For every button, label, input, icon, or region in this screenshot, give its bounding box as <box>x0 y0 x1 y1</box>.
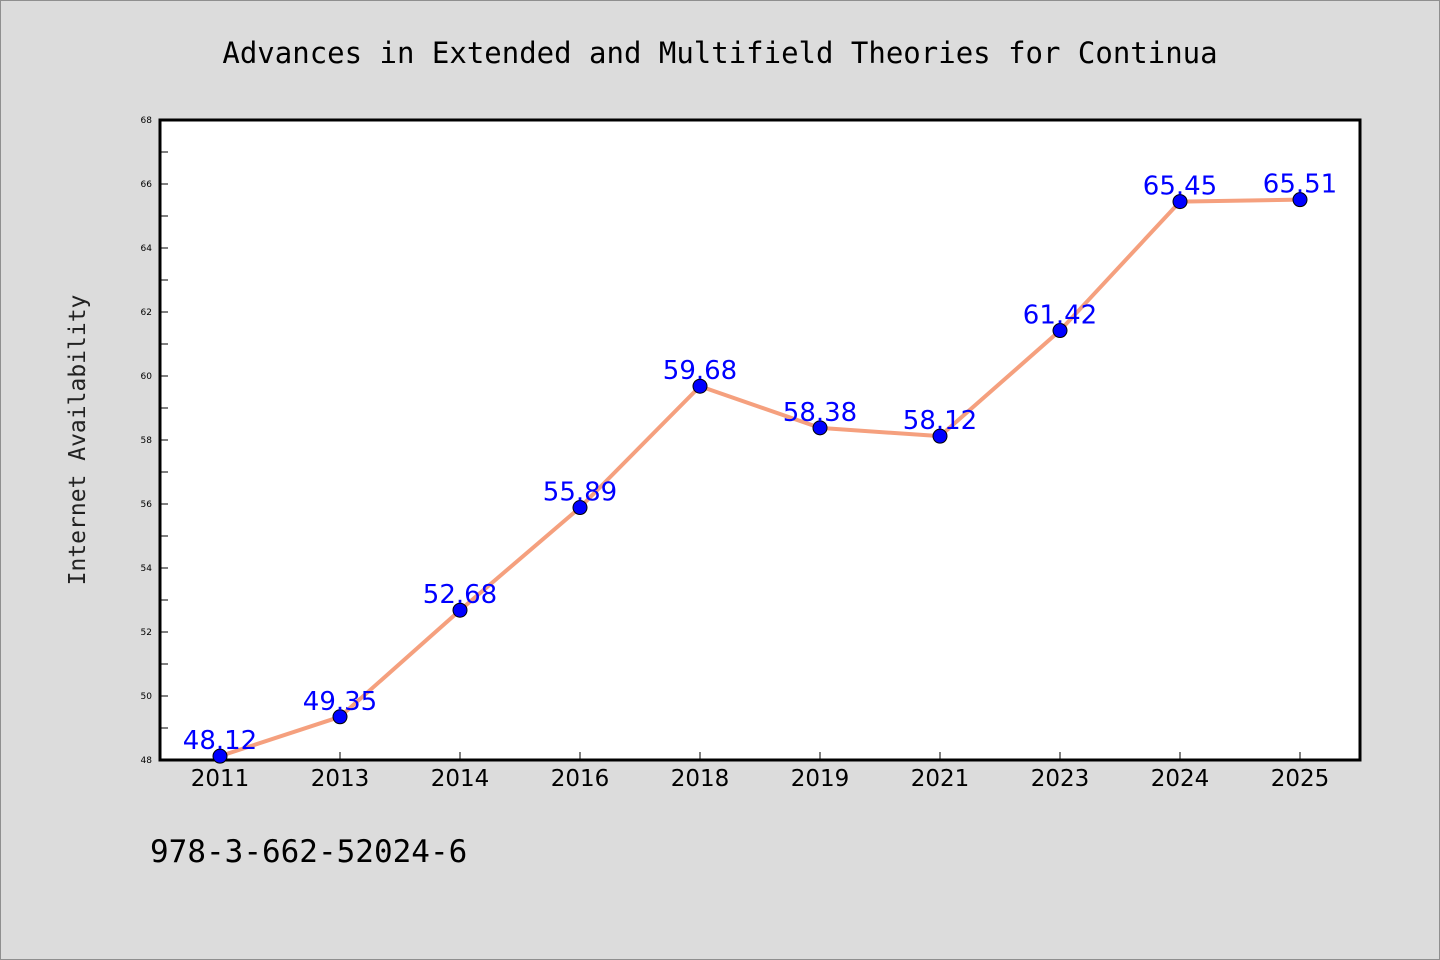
x-tick-label: 2019 <box>791 766 850 792</box>
y-tick-label: 50 <box>141 692 153 702</box>
x-tick-label: 2021 <box>911 766 970 792</box>
x-tick-label: 2018 <box>671 766 730 792</box>
series-line <box>219 197 1301 759</box>
chart-title: Advances in Extended and Multifield Theo… <box>222 36 1217 70</box>
isbn-text: 978-3-662-52024-6 <box>150 834 468 870</box>
y-tick-label: 56 <box>141 500 153 510</box>
y-axis-ticks: 48 50 52 54 56 58 60 62 64 66 68 <box>141 116 168 766</box>
data-label: 59.68 <box>663 356 737 386</box>
plot-area <box>158 118 1362 762</box>
data-point <box>452 602 468 618</box>
y-tick-label: 62 <box>141 308 152 318</box>
data-point <box>212 748 228 764</box>
y-tick-label: 52 <box>141 628 152 638</box>
data-point <box>1292 192 1308 208</box>
x-tick-label: 2023 <box>1031 766 1090 792</box>
x-tick-label: 2025 <box>1271 766 1330 792</box>
x-tick-label: 2013 <box>311 766 370 792</box>
x-tick-label: 2014 <box>431 766 490 792</box>
y-tick-label: 68 <box>141 116 153 126</box>
data-label: 49.35 <box>303 687 377 717</box>
data-label: 48.12 <box>183 726 257 756</box>
data-label: 58.12 <box>903 406 977 436</box>
y-tick-label: 60 <box>141 372 153 382</box>
data-point <box>332 709 348 725</box>
data-label: 65.51 <box>1263 170 1337 200</box>
y-tick-label: 66 <box>141 180 153 190</box>
y-tick-label: 58 <box>141 436 153 446</box>
x-axis-ticks: 2011 2013 2014 2016 2018 2019 2021 2023 2024 2025 <box>191 752 1330 792</box>
data-point <box>692 378 708 394</box>
data-point <box>812 420 828 436</box>
x-tick-label: 2016 <box>551 766 610 792</box>
data-point <box>932 428 948 444</box>
data-point <box>572 500 588 516</box>
data-label: 61.42 <box>1023 301 1097 331</box>
y-tick-label: 64 <box>141 244 153 254</box>
x-tick-label: 2024 <box>1151 766 1210 792</box>
y-tick-label: 54 <box>141 564 153 574</box>
data-label: 55.89 <box>543 478 617 508</box>
data-label: 65.45 <box>1143 172 1217 202</box>
data-point <box>1172 194 1188 210</box>
data-point <box>1052 323 1068 339</box>
y-tick-label: 48 <box>141 756 153 766</box>
series-layer: 48.12 49.35 52.68 55.89 59.68 58.38 58.12 61.42… <box>183 170 1337 764</box>
data-label: 52.68 <box>423 580 497 610</box>
data-label: 58.38 <box>783 398 857 428</box>
x-tick-label: 2011 <box>191 766 250 792</box>
y-axis-label: Internet Availability <box>65 295 91 586</box>
